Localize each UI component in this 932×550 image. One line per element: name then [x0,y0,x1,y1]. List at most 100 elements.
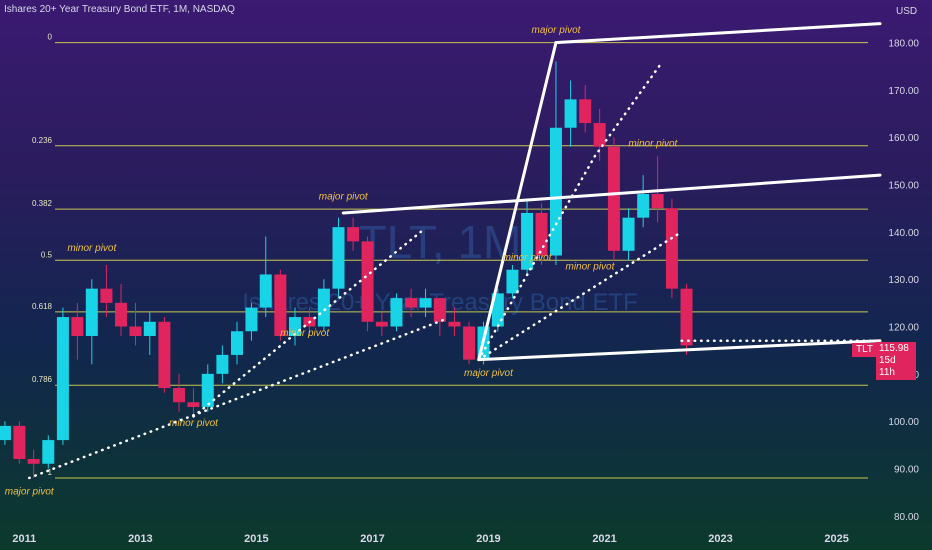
trend-line-dotted [477,230,683,361]
candle-body [42,440,55,464]
time-tick-label: 2015 [244,533,268,545]
candle-body [564,99,577,128]
pivot-annotation: minor pivot [169,418,219,429]
candle-body [549,127,562,256]
pivot-annotation: minor pivot [280,328,330,339]
trend-line-solid [477,22,882,362]
pivot-annotation: major pivot [5,487,55,498]
pivot-annotation: major pivot [532,25,582,36]
candle-body [230,331,243,355]
pivot-annotation: minor pivot [503,252,553,263]
candle-body [593,123,606,147]
candle-body [607,146,620,251]
time-tick-label: 2011 [12,533,36,545]
last-price-badge: 115.98 15d 11h [876,342,916,380]
candle-body [347,227,360,242]
candle-body [506,269,519,294]
price-tick-label: 170.00 [888,86,919,97]
price-tick-label: 130.00 [888,275,919,286]
price-tick-label: 140.00 [888,228,919,239]
fib-level-label: 0.786 [32,375,53,384]
fibonacci-levels: 0 0.236 0.382 0.5 0.618 0.786 1 [32,33,868,479]
price-tick-label: 90.00 [894,464,919,475]
time-tick-label: 2021 [592,533,616,545]
candle-body [535,212,548,256]
candle-body [332,227,345,289]
candle-body [405,298,418,308]
trend-line-dotted [477,60,664,361]
candle-body [173,388,186,403]
candle-body [100,288,113,303]
candle-body [274,274,287,336]
currency-label: USD [896,6,918,17]
pivot-annotation: major pivot [464,368,514,379]
candle-body [143,321,156,336]
time-tick-label: 2023 [708,533,732,545]
time-tick-label: 2017 [360,533,384,545]
candle-body [85,288,98,336]
candle-body [259,274,272,308]
time-tick-label: 2019 [476,533,500,545]
trend-line-solid [477,339,882,362]
candle-body [187,402,200,407]
time-tick-label: 2025 [824,533,848,545]
candle-body [288,317,301,336]
candle-body [317,288,330,327]
candle-body [651,194,664,209]
pivot-annotation: minor pivot [565,262,615,273]
candle-body [665,208,678,289]
price-axis: 80.0090.00100.00110.00120.00130.00140.00… [888,39,919,523]
candle-body [390,298,403,327]
candle-body [579,99,592,124]
trend-lines [27,22,882,480]
candle-body [13,425,26,460]
candle-body [56,317,69,441]
fib-level-label: 0.382 [32,199,53,208]
price-tick-label: 150.00 [888,181,919,192]
candle-body [158,321,171,389]
candle-body [448,321,461,327]
candles [0,61,693,478]
candle-body [0,425,11,441]
candle-body [115,302,128,327]
candle-body [622,217,635,251]
candle-body [463,326,476,360]
fib-level-label: 0.5 [41,250,53,259]
time-axis: 2011 2013 2015 2017 2019 2021 2023 2025 [12,533,849,545]
candle-body [637,194,650,218]
pivot-annotation: minor pivot [67,243,117,254]
candle-body [129,326,142,336]
candle-body [245,307,258,332]
price-tick-label: 100.00 [888,417,919,428]
price-tick-label: 160.00 [888,133,919,144]
price-tick-label: 80.00 [894,512,919,523]
time-tick-label: 2013 [128,533,152,545]
symbol-badge: TLT [852,343,878,357]
last-price-value: 115.98 [879,343,909,354]
candle-body [375,321,388,327]
fib-level-label: 0.618 [32,302,53,311]
price-tick-label: 120.00 [888,323,919,334]
fib-level-label: 1 [48,468,53,477]
bar-countdown: 15d 11h [879,355,896,378]
candle-body [491,293,504,327]
chart-title: Ishares 20+ Year Treasury Bond ETF, 1M, … [4,4,235,15]
candle-body [361,241,374,322]
trend-line-solid [341,173,882,215]
pivot-annotation: major pivot [319,192,369,203]
candle-body [71,317,84,336]
candle-body [419,298,432,308]
candle-body [433,298,446,322]
candle-body [680,288,693,346]
price-tick-label: 180.00 [888,39,919,50]
fib-level-label: 0 [48,33,53,42]
candle-body [521,212,534,270]
trend-line-dotted [27,318,447,480]
candle-body [216,354,229,374]
annotations: major pivot minor pivot minor pivot major p… [5,25,679,497]
candle-body [201,373,214,407]
candle-body [27,459,40,464]
pivot-annotation: minor pivot [628,139,678,150]
